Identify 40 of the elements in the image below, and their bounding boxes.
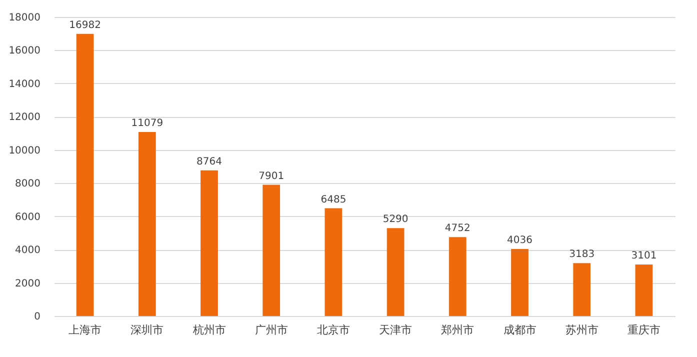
y-tick-label: 8000: [15, 178, 40, 190]
data-label: 3183: [569, 249, 595, 260]
bar: [573, 263, 591, 316]
bar: [200, 170, 218, 316]
x-tick-label: 北京市: [316, 324, 350, 336]
bar: [386, 228, 404, 316]
x-tick-label: 上海市: [68, 324, 102, 336]
x-tick-label: 深圳市: [130, 324, 164, 336]
y-tick-label: 10000: [8, 145, 40, 156]
data-label: 6485: [320, 194, 346, 206]
y-tick-label: 16000: [8, 46, 40, 57]
data-label: 4036: [507, 234, 532, 246]
bar: [76, 34, 94, 316]
data-label: 7901: [258, 170, 284, 182]
x-tick-label: 苏州市: [565, 324, 598, 336]
bar: [262, 184, 280, 316]
x-tick-label: 重庆市: [627, 324, 660, 336]
y-tick-label: 6000: [15, 212, 40, 223]
x-tick-label: 郑州市: [441, 324, 474, 336]
data-label: 11079: [131, 118, 164, 129]
x-tick-label: 成都市: [503, 324, 536, 336]
x-tick-label: 天津市: [379, 324, 412, 336]
x-tick-label: 杭州市: [192, 324, 226, 336]
data-label: 5290: [382, 214, 408, 226]
y-tick-label: 14000: [8, 78, 40, 90]
y-tick-label: 18000: [8, 12, 40, 24]
y-tick-label: 0: [34, 312, 40, 322]
bar: [635, 264, 653, 316]
y-tick-label: 2000: [15, 278, 40, 290]
bar: [138, 132, 156, 316]
data-label: 16982: [69, 20, 101, 31]
data-label: 8764: [196, 156, 222, 168]
data-label: 4752: [444, 223, 470, 234]
bar: [324, 208, 342, 316]
x-tick-label: 广州市: [254, 324, 288, 336]
data-label: 3101: [631, 250, 657, 262]
y-tick-label: 4000: [15, 245, 40, 256]
y-tick-label: 12000: [8, 112, 40, 124]
bar: [448, 237, 466, 316]
bar: [511, 248, 528, 316]
